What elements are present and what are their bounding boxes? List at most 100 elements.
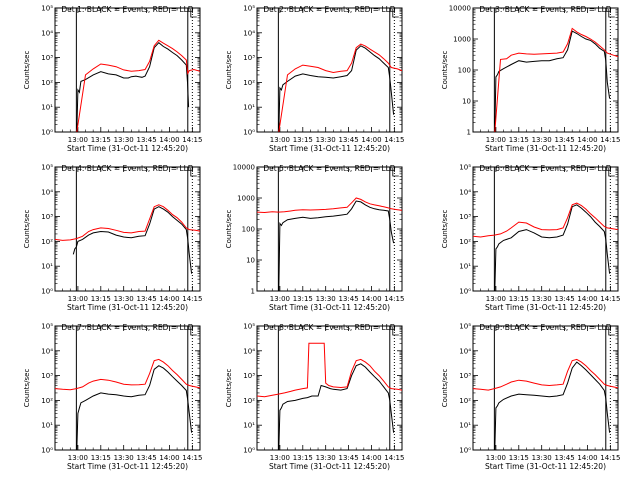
x-tick-label: 13:15: [293, 295, 313, 303]
x-tick-label: 13:00: [270, 454, 290, 462]
y-tick-label: 10⁵: [41, 323, 53, 331]
y-tick-label: 10⁵: [243, 323, 255, 331]
lld-series-line: [256, 197, 403, 214]
y-tick-label: 10⁴: [41, 347, 53, 355]
detector-panel-6: Det 6: BLACK = Events, RED = LLD 10⁰ 10¹ 10…: [441, 164, 620, 313]
x-tick-label: 13:30: [316, 136, 336, 144]
panel-title: Det 9: BLACK = Events, RED = LLD: [479, 323, 611, 332]
x-tick-label: 13:30: [316, 454, 336, 462]
y-tick-label: 10²: [459, 397, 471, 405]
detector-panel-1: Det 1: BLACK = Events, RED = LLD 10⁰ 10¹ 10…: [23, 5, 202, 154]
x-tick-label: 14:15: [182, 454, 202, 462]
plot-frame: [472, 166, 619, 292]
y-tick-label: 1000: [237, 195, 255, 203]
x-tick-label: 13:15: [509, 295, 529, 303]
x-tick-label: 14:15: [182, 136, 202, 144]
y-tick-label: 10000: [233, 164, 255, 172]
y-axis-label: Counts/sec: [441, 210, 449, 249]
end-marker-glyph: [392, 9, 399, 18]
y-tick-label: 10⁰: [41, 129, 53, 137]
end-marker-glyph: [608, 168, 615, 177]
y-tick-label: 10⁴: [243, 347, 255, 355]
y-tick-label: 10¹: [41, 263, 53, 271]
y-tick-label: 10²: [41, 238, 53, 246]
x-tick-label: 13:15: [91, 295, 111, 303]
detector-panel-7: Det 7: BLACK = Events, RED = LLD 10⁰ 10¹ 10…: [23, 323, 202, 472]
y-tick-label: 10¹: [41, 104, 53, 112]
y-tick-label: 1: [251, 288, 255, 296]
plot-frame: [256, 7, 403, 133]
x-tick-label: 13:15: [509, 454, 529, 462]
y-tick-label: 10: [246, 257, 255, 265]
plot-frame: [54, 325, 201, 451]
end-marker-glyph: [608, 9, 615, 18]
x-tick-label: 14:00: [361, 295, 381, 303]
x-axis-label: Start Time (31-Oct-11 12:45:20): [485, 462, 606, 471]
y-tick-label: 10¹: [243, 104, 255, 112]
x-tick-label: 13:30: [532, 454, 552, 462]
panel-title: Det 6: BLACK = Events, RED = LLD: [479, 164, 611, 173]
x-tick-label: 13:00: [270, 295, 290, 303]
y-tick-label: 10⁰: [459, 447, 471, 455]
x-axis-label: Start Time (31-Oct-11 12:45:20): [485, 144, 606, 153]
panel-title: Det 5: BLACK = Events, RED = LLD: [263, 164, 395, 173]
end-marker-glyph: [392, 327, 399, 336]
y-tick-label: 10⁵: [41, 5, 53, 13]
y-tick-label: 10¹: [459, 422, 471, 430]
x-tick-label: 13:30: [114, 136, 134, 144]
end-marker-glyph: [190, 327, 197, 336]
x-tick-label: 13:00: [68, 454, 88, 462]
x-tick-label: 13:45: [136, 295, 156, 303]
x-tick-label: 14:00: [159, 454, 179, 462]
y-axis-label: Counts/sec: [225, 210, 233, 249]
x-axis-label: Start Time (31-Oct-11 12:45:20): [67, 144, 188, 153]
x-tick-label: 13:45: [554, 136, 574, 144]
x-tick-label: 13:30: [532, 295, 552, 303]
x-tick-label: 14:15: [600, 136, 620, 144]
y-tick-label: 10⁴: [41, 188, 53, 196]
x-tick-label: 14:00: [159, 136, 179, 144]
lld-series-line: [472, 202, 619, 238]
y-tick-label: 10³: [41, 372, 53, 380]
x-tick-label: 14:15: [384, 136, 404, 144]
events-series-line: [494, 361, 611, 451]
end-marker-glyph: [190, 9, 197, 18]
x-tick-label: 13:00: [486, 295, 506, 303]
y-tick-label: 10²: [243, 397, 255, 405]
lld-series-line: [54, 204, 201, 241]
y-axis-label: Counts/sec: [23, 51, 31, 90]
detector-panel-4: Det 4: BLACK = Events, RED = LLD 10⁰ 10¹ 10…: [23, 164, 202, 313]
x-tick-label: 14:00: [577, 136, 597, 144]
y-tick-label: 10⁴: [243, 29, 255, 37]
x-tick-label: 13:00: [486, 136, 506, 144]
x-tick-label: 14:15: [384, 295, 404, 303]
detector-panel-5: Det 5: BLACK = Events, RED = LLD 1 10 100 10…: [225, 164, 404, 313]
x-tick-label: 13:15: [293, 454, 313, 462]
plot-frame: [472, 325, 619, 451]
y-tick-label: 100: [458, 67, 471, 75]
x-tick-label: 13:30: [114, 454, 134, 462]
lld-series-line: [54, 358, 201, 391]
y-tick-label: 10¹: [243, 422, 255, 430]
x-tick-label: 14:00: [361, 136, 381, 144]
y-axis-label: Counts/sec: [23, 369, 31, 408]
x-tick-label: 14:15: [384, 454, 404, 462]
events-series-line: [494, 30, 611, 133]
x-tick-label: 13:45: [554, 295, 574, 303]
y-tick-label: 10³: [243, 372, 255, 380]
x-tick-label: 13:45: [136, 454, 156, 462]
x-axis-label: Start Time (31-Oct-11 12:45:20): [67, 462, 188, 471]
y-axis-label: Counts/sec: [441, 51, 449, 90]
y-tick-label: 10000: [449, 5, 471, 13]
y-axis-label: Counts/sec: [441, 369, 449, 408]
y-tick-label: 10⁵: [243, 5, 255, 13]
y-tick-label: 10²: [459, 238, 471, 246]
x-axis-label: Start Time (31-Oct-11 12:45:20): [269, 462, 390, 471]
x-tick-label: 13:30: [316, 295, 336, 303]
y-tick-label: 1: [467, 129, 471, 137]
y-tick-label: 10³: [41, 54, 53, 62]
x-tick-label: 14:00: [159, 295, 179, 303]
x-axis-label: Start Time (31-Oct-11 12:45:20): [67, 303, 188, 312]
y-axis-label: Counts/sec: [23, 210, 31, 249]
